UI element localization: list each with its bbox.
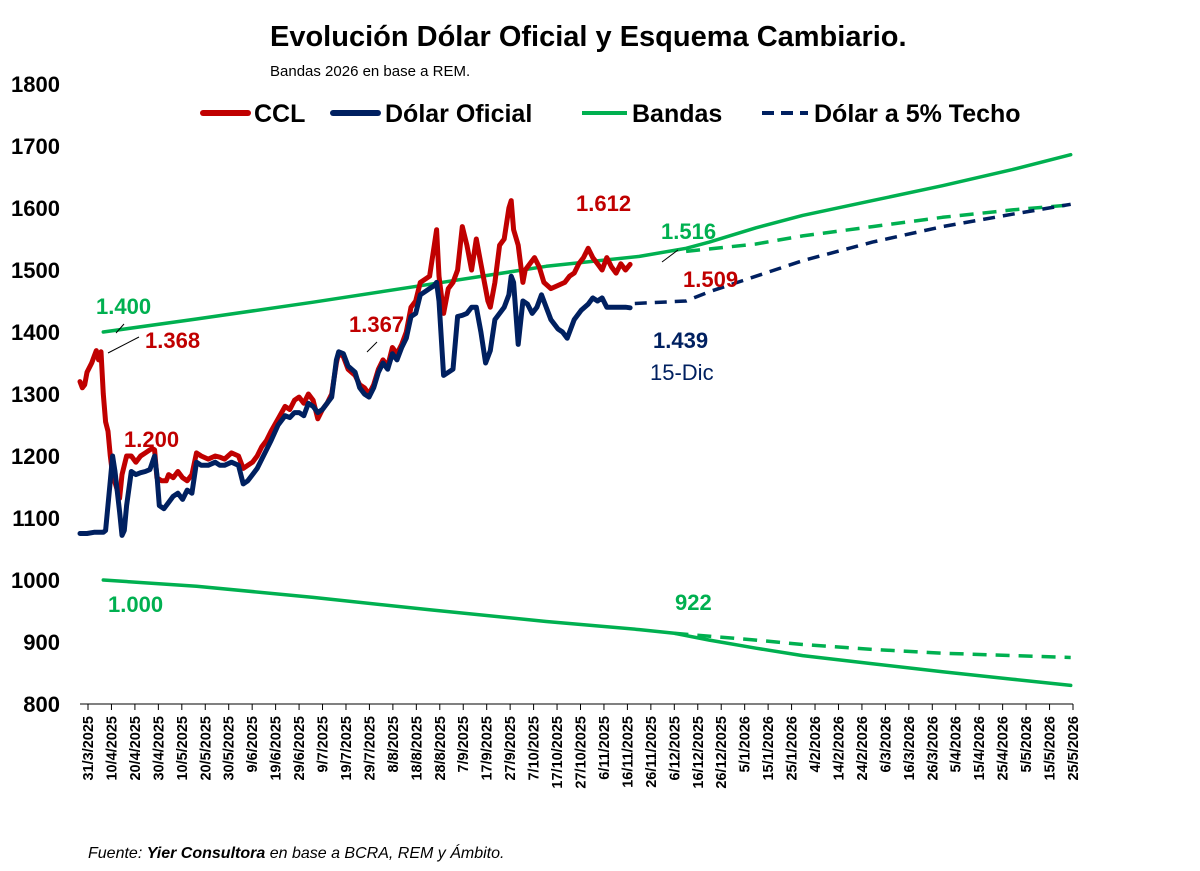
y-tick-label: 1000 [11, 568, 60, 593]
x-tick-label: 16/11/2025 [620, 716, 636, 788]
x-tick-label: 30/4/2025 [151, 716, 167, 781]
x-tick-label: 26/11/2025 [644, 716, 660, 788]
x-tick-label: 15/5/2026 [1043, 716, 1059, 781]
series-d-lar-oficial [77, 273, 633, 538]
x-tick-label: 26/3/2026 [925, 716, 941, 781]
source-suffix: en base a BCRA, REM y Ámbito. [265, 843, 504, 862]
leader-1400 [115, 323, 125, 334]
annotation-ccl-1200: 1.200 [124, 427, 179, 452]
annotation-ccl-max: 1.612 [576, 191, 631, 216]
x-tick-label: 5/5/2026 [1019, 716, 1035, 772]
annotation-leaders [107, 249, 679, 354]
x-tick-label: 6/3/2026 [878, 716, 894, 772]
series-bandas-techo-2025-alt [685, 203, 1071, 254]
x-tick-label: 16/3/2026 [902, 716, 918, 781]
annotation-band-floor-start: 1.000 [108, 592, 163, 617]
annotation-band-ceiling-start: 1.400 [96, 294, 151, 319]
x-tick-label: 24/2/2026 [855, 716, 871, 781]
x-tick-label: 8/8/2025 [386, 716, 402, 772]
annotation-band-floor-current: 922 [675, 590, 712, 615]
annotation-oficial-last: 1.439 [653, 328, 708, 353]
x-tick-label: 27/9/2025 [503, 716, 519, 781]
x-tick-label: 7/10/2025 [527, 716, 543, 781]
leader-1367 [366, 341, 378, 353]
x-tick-label: 10/4/2025 [104, 716, 120, 781]
x-tick-label: 17/9/2025 [480, 716, 496, 781]
x-tick-label: 25/1/2026 [785, 716, 801, 781]
y-tick-label: 1100 [12, 506, 60, 531]
x-tick-label: 10/5/2025 [175, 716, 191, 781]
legend-item-techo: Dólar a 5% Techo [762, 100, 1021, 128]
y-tick-label: 1400 [11, 320, 60, 345]
y-tick-label: 1600 [11, 196, 60, 221]
x-tick-label: 15/1/2026 [761, 716, 777, 781]
annotation-ccl-1368: 1.368 [145, 328, 200, 353]
legend-item-bandas: Bandas [582, 100, 722, 128]
x-axis: 31/3/2025 10/4/2025 20/4/2025 30/4/2025 10/5… [80, 703, 1082, 789]
x-tick-label: 25/4/2026 [996, 716, 1012, 781]
x-tick-label: 6/11/2025 [597, 716, 613, 780]
chart-source: Fuente: Yier Consultora en base a BCRA, … [88, 843, 504, 862]
series-bandas-techo [101, 152, 1073, 334]
x-tick-label: 14/2/2026 [831, 716, 847, 781]
annotation-oficial-date: 15-Dic [650, 360, 714, 385]
x-tick-label: 5/4/2026 [949, 716, 965, 772]
x-tick-label: 16/12/2025 [691, 716, 707, 789]
x-tick-label: 4/2/2026 [808, 716, 824, 772]
annotation-ccl-last: 1.509 [683, 267, 738, 292]
y-tick-label: 1800 [11, 72, 60, 97]
x-tick-label: 20/5/2025 [198, 716, 214, 781]
x-tick-label: 28/8/2025 [433, 716, 449, 781]
leader-1368 [107, 336, 140, 354]
x-tick-label: 19/6/2025 [269, 716, 285, 781]
source-author: Yier Consultora [147, 845, 266, 862]
x-tick-label: 19/7/2025 [339, 716, 355, 781]
x-tick-label: 18/8/2025 [409, 716, 425, 781]
x-tick-label: 17/10/2025 [550, 716, 566, 789]
legend-label-ccl: CCL [254, 100, 305, 128]
x-tick-label: 25/5/2026 [1066, 716, 1082, 781]
x-tick-label: 20/4/2025 [128, 716, 144, 781]
chart-title: Evolución Dólar Oficial y Esquema Cambia… [270, 21, 907, 53]
x-tick-label: 31/3/2025 [81, 716, 97, 781]
annotation-band-ceiling-current: 1.516 [661, 219, 716, 244]
x-tick-label: 9/6/2025 [245, 716, 261, 772]
x-tick-label: 29/6/2025 [292, 716, 308, 781]
annotations-layer: 1.400 1.368 1.200 1.367 1.612 1.516 1.50… [96, 191, 738, 617]
legend-item-ccl: CCL [200, 100, 305, 128]
y-tick-label: 1300 [11, 382, 60, 407]
source-prefix: Fuente: [88, 845, 147, 862]
x-tick-label: 7/9/2025 [456, 716, 472, 772]
x-tick-label: 15/4/2026 [972, 716, 988, 781]
y-tick-label: 1500 [11, 258, 60, 283]
legend-label-oficial: Dólar Oficial [385, 100, 532, 128]
chart-subtitle: Bandas 2026 en base a REM. [270, 63, 470, 80]
y-tick-label: 1200 [11, 444, 60, 469]
legend-label-techo: Dólar a 5% Techo [814, 100, 1021, 128]
chart-header: Evolución Dólar Oficial y Esquema Cambia… [270, 21, 907, 80]
x-tick-label: 26/12/2025 [714, 716, 730, 789]
y-tick-label: 800 [23, 692, 60, 717]
x-tick-label: 30/5/2025 [222, 716, 238, 781]
legend-label-bandas: Bandas [632, 100, 722, 128]
x-tick-label: 27/10/2025 [574, 716, 590, 789]
y-tick-label: 900 [23, 630, 60, 655]
series-bandas-piso-2025-alt [674, 631, 1071, 660]
x-tick-label: 6/12/2025 [667, 716, 683, 781]
y-axis: 800 900 1000 1100 1200 1300 1400 1500 1600 1700 18… [11, 72, 60, 717]
y-tick-label: 1700 [11, 134, 60, 159]
annotation-ccl-1367: 1.367 [349, 312, 404, 337]
legend-item-oficial: Dólar Oficial [330, 100, 532, 128]
legend: CCL Dólar Oficial Bandas Dólar a 5% Tech… [200, 100, 1021, 128]
series-layer [77, 152, 1073, 688]
series-bandas-piso [101, 578, 1073, 688]
x-tick-label: 5/1/2026 [738, 716, 754, 772]
leader-1516 [661, 249, 679, 263]
x-tick-label: 29/7/2025 [362, 716, 378, 781]
x-tick-label: 9/7/2025 [316, 716, 332, 772]
series-d-lar-a-5-techo [634, 202, 1071, 306]
